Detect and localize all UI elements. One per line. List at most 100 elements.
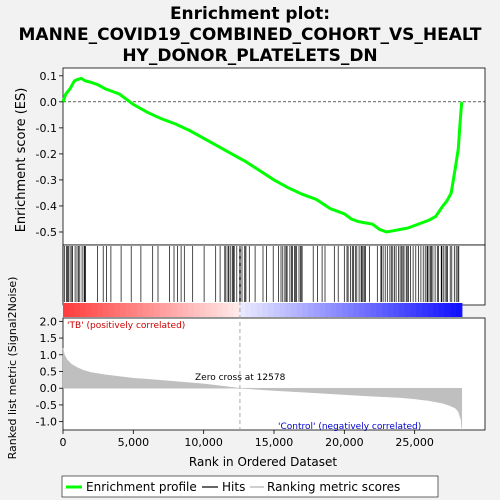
color-bar-segment (176, 303, 184, 317)
color-bar-segment (433, 303, 440, 317)
es-y-tick-label: -0.4 (36, 200, 57, 213)
color-bar-segment (387, 303, 394, 317)
color-bar-segment (347, 303, 355, 317)
color-bar-segment (85, 303, 93, 317)
color-bar-segment (137, 303, 144, 317)
color-bar-segment (359, 303, 366, 317)
color-bar-segment (148, 303, 155, 317)
color-bar-segment (120, 303, 127, 317)
color-bar-segment (142, 303, 150, 317)
metric-panel: Zero cross at 12578 'TB' (positively cor… (6, 245, 486, 469)
color-bar-segment (279, 303, 286, 317)
metric-y-tick-label: 1.5 (40, 332, 58, 345)
color-bar-segment (439, 303, 446, 317)
color-bar-segment (273, 303, 281, 317)
color-bar-segment (319, 303, 326, 317)
color-bar-segment (233, 303, 241, 317)
color-bar-segment (182, 303, 189, 317)
color-bar-segment (285, 303, 292, 317)
es-y-tick-label: 0.0 (40, 96, 58, 109)
rank-color-bar (63, 303, 463, 317)
metric-y-axis-ticks: 2.0 1.5 1.0 0.5 0.0 -0.5 -1.0 (36, 315, 63, 429)
color-bar-segment (159, 303, 167, 317)
metric-plot-area (62, 317, 486, 431)
metric-y-tick-label: -1.0 (36, 416, 57, 429)
color-bar-segment (416, 303, 423, 317)
color-bar-segment (404, 303, 412, 317)
es-y-tick-label: -0.2 (36, 148, 57, 161)
metric-x-tick-label: 5,000 (118, 436, 150, 449)
color-bar-segment (262, 303, 269, 317)
color-bar-segment (199, 303, 206, 317)
zero-cross-label: Zero cross at 12578 (195, 373, 286, 383)
color-bar-segment (216, 303, 224, 317)
es-panel: 0.1 0.0 -0.1 -0.2 -0.3 -0.4 -0.5 Enrichment sc… (14, 67, 486, 246)
color-bar-segment (296, 303, 303, 317)
positive-correlation-label: 'TB' (positively correlated) (67, 321, 185, 331)
enrichment-profile-line (61, 76, 464, 234)
color-bar-segment (171, 303, 178, 317)
metric-x-tick-label: 25,000 (395, 436, 434, 449)
metric-y-axis-label: Ranked list metric (Signal2Noise) (6, 277, 19, 460)
color-bar-segment (256, 303, 263, 317)
color-bar-segment (222, 303, 229, 317)
color-bar-segment (68, 303, 75, 317)
color-bar-segment (308, 303, 315, 317)
es-y-tick-label: -0.5 (36, 226, 57, 239)
color-bar-segment (330, 303, 338, 317)
legend-es-label: Enrichment profile (86, 480, 197, 494)
color-bar-segment (364, 303, 372, 317)
hits-plot-area (62, 244, 486, 306)
metric-x-axis-label: Rank in Ordered Dataset (189, 455, 337, 469)
color-bar-segment (131, 303, 138, 317)
es-y-tick-label: 0.1 (40, 70, 58, 83)
color-bar-segment (194, 303, 201, 317)
color-bar-segment (353, 303, 360, 317)
hit-marks (62, 246, 460, 302)
es-y-tick-label: -0.1 (36, 122, 57, 135)
legend-hits-label: Hits (222, 480, 245, 494)
es-y-axis-ticks: 0.1 0.0 -0.1 -0.2 -0.3 -0.4 -0.5 (36, 70, 63, 239)
color-bar-segment (245, 303, 252, 317)
color-bar-segment (114, 303, 121, 317)
color-bar-segment (290, 303, 298, 317)
es-y-tick-label: -0.3 (36, 174, 57, 187)
color-bar-segment (302, 303, 309, 317)
color-bar-segment (108, 303, 115, 317)
metric-y-tick-label: 2.0 (40, 315, 58, 328)
metric-x-tick-label: 20,000 (325, 436, 364, 449)
color-bar-segment (393, 303, 400, 317)
color-bar-segment (450, 303, 457, 317)
color-bar-segment (205, 303, 212, 317)
color-bar-segment (342, 303, 349, 317)
color-bar-segment (102, 303, 110, 317)
color-bar-segment (268, 303, 275, 317)
color-bar-segment (336, 303, 343, 317)
color-bar-segment (63, 303, 70, 317)
metric-x-tick-label: 15,000 (255, 436, 294, 449)
color-bar-segment (91, 303, 98, 317)
metric-y-tick-label: 0.0 (40, 382, 58, 395)
color-bar-segment (325, 303, 332, 317)
ranking-metric-area (62, 348, 463, 431)
metric-x-axis-ticks: 0 5,000 10,000 15,000 20,000 25,000 (60, 430, 434, 449)
color-bar-segment (80, 303, 87, 317)
metric-y-tick-label: 1.0 (40, 349, 58, 362)
color-bar-segment (376, 303, 383, 317)
hits-panel (62, 244, 486, 317)
es-plot-area (62, 67, 486, 246)
metric-x-tick-label: 0 (60, 436, 67, 449)
color-bar-segment (165, 303, 172, 317)
color-bar-segment (188, 303, 195, 317)
color-bar-segment (251, 303, 258, 317)
title-line-2: MANNE_COVID19_COMBINED_COHORT_VS_HEALT (19, 25, 482, 45)
metric-y-tick-label: -0.5 (36, 399, 57, 412)
color-bar-segment (444, 303, 451, 317)
color-bar-segment (125, 303, 132, 317)
color-bar-segment (211, 303, 218, 317)
title-line-1: Enrichment plot: (170, 4, 330, 24)
color-bar-segment (74, 303, 81, 317)
color-bar-segment (456, 303, 463, 317)
legend: Enrichment profile Hits Ranking metric s… (61, 475, 439, 498)
